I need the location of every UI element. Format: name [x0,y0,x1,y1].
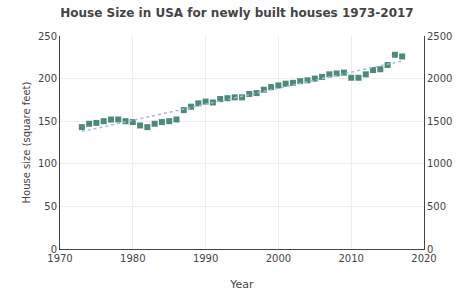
svg-text:1990: 1990 [193,253,218,264]
svg-text:1970: 1970 [47,253,72,264]
svg-text:Year: Year [229,278,254,291]
svg-text:2000: 2000 [427,73,452,84]
svg-text:150: 150 [38,116,57,127]
svg-text:1000: 1000 [427,158,452,169]
svg-text:200: 200 [38,73,57,84]
svg-text:2000: 2000 [266,253,291,264]
svg-text:House size (square feet): House size (square feet) [21,81,32,203]
svg-text:2010: 2010 [338,253,363,264]
svg-text:1980: 1980 [120,253,145,264]
svg-text:0: 0 [427,244,433,255]
svg-text:2500: 2500 [427,31,452,42]
svg-text:50: 50 [44,201,57,212]
svg-text:100: 100 [38,158,57,169]
svg-text:250: 250 [38,31,57,42]
svg-text:500: 500 [427,201,446,212]
svg-text:1500: 1500 [427,116,452,127]
svg-text:0: 0 [51,244,57,255]
svg-text:2020: 2020 [411,253,436,264]
svg-text:House Size in USA for newly bu: House Size in USA for newly built houses… [60,6,413,20]
